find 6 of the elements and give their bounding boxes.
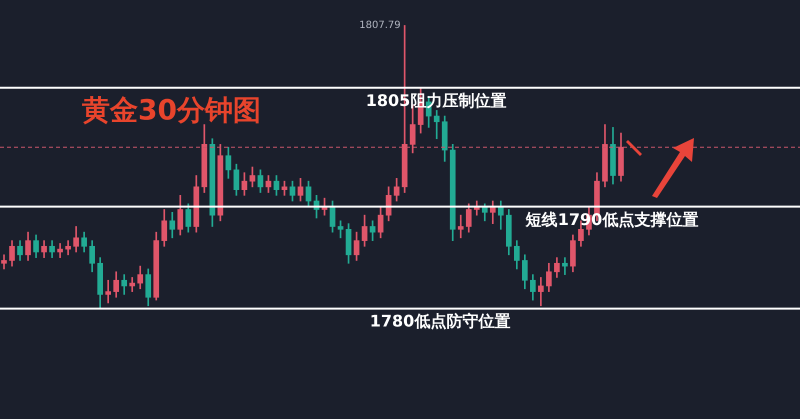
candlestick — [282, 180, 288, 196]
candlestick — [1, 254, 7, 270]
ref-line-label: 1780低点防守位置 — [370, 312, 510, 331]
annotation: 1807.79 — [359, 20, 401, 32]
candlestick — [338, 220, 344, 238]
text: 黄金30分钟图 — [81, 93, 261, 126]
